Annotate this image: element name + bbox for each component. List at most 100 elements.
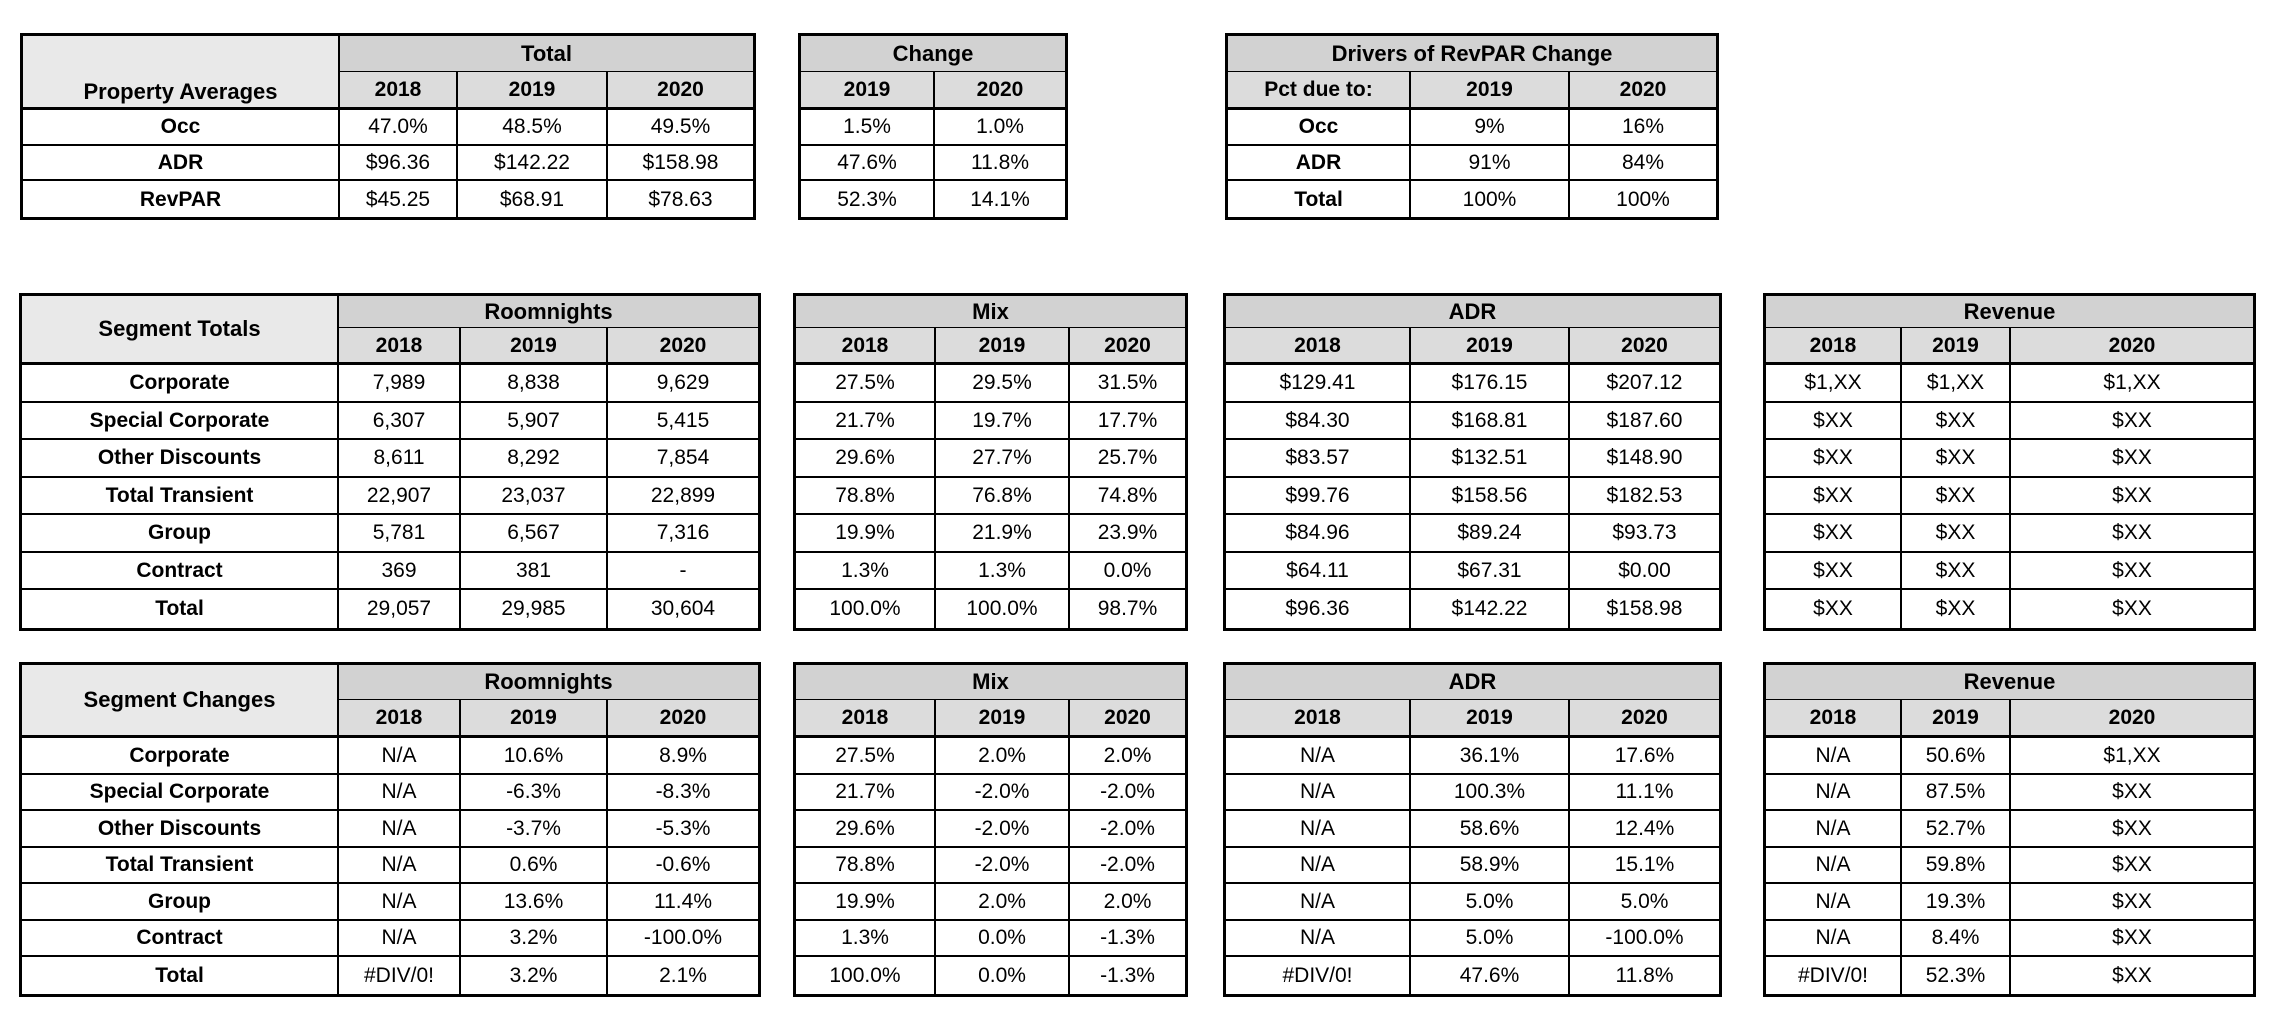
data-cell[interactable]: $158.98: [1570, 590, 1719, 628]
data-cell[interactable]: $45.25: [340, 181, 458, 218]
data-cell[interactable]: $0.00: [1570, 552, 1719, 590]
data-cell[interactable]: 7,316: [608, 515, 758, 553]
data-cell[interactable]: 22,907: [339, 477, 461, 515]
data-cell[interactable]: $1,XX: [2011, 365, 2253, 403]
data-cell[interactable]: 47.0%: [340, 110, 458, 146]
data-cell[interactable]: 21.7%: [796, 774, 936, 811]
data-cell[interactable]: 1.3%: [796, 552, 936, 590]
data-cell[interactable]: 91%: [1411, 145, 1570, 182]
data-cell[interactable]: 49.5%: [608, 110, 753, 146]
data-cell[interactable]: 8.4%: [1902, 920, 2011, 957]
data-cell[interactable]: 5,781: [339, 515, 461, 553]
data-cell[interactable]: N/A: [339, 738, 461, 775]
data-cell[interactable]: 23.9%: [1070, 515, 1185, 553]
data-cell[interactable]: 1.3%: [796, 920, 936, 957]
data-cell[interactable]: 98.7%: [1070, 590, 1185, 628]
data-cell[interactable]: 52.7%: [1902, 811, 2011, 848]
data-cell[interactable]: 100%: [1411, 181, 1570, 218]
data-cell[interactable]: 13.6%: [461, 884, 608, 921]
data-cell[interactable]: $XX: [2011, 440, 2253, 478]
data-cell[interactable]: -2.0%: [936, 774, 1070, 811]
data-cell[interactable]: 7,854: [608, 440, 758, 478]
data-cell[interactable]: 29.5%: [936, 365, 1070, 403]
data-cell[interactable]: N/A: [1226, 847, 1411, 884]
data-cell[interactable]: 11.1%: [1570, 774, 1719, 811]
data-cell[interactable]: 36.1%: [1411, 738, 1570, 775]
data-cell[interactable]: 5.0%: [1411, 920, 1570, 957]
data-cell[interactable]: 16%: [1570, 110, 1716, 146]
data-cell[interactable]: 23,037: [461, 477, 608, 515]
data-cell[interactable]: 17.7%: [1070, 402, 1185, 440]
data-cell[interactable]: $182.53: [1570, 477, 1719, 515]
data-cell[interactable]: $142.22: [458, 145, 608, 182]
data-cell[interactable]: 1.5%: [801, 110, 935, 146]
data-cell[interactable]: 21.9%: [936, 515, 1070, 553]
data-cell[interactable]: 76.8%: [936, 477, 1070, 515]
data-cell[interactable]: $158.98: [608, 145, 753, 182]
data-cell[interactable]: N/A: [339, 811, 461, 848]
data-cell[interactable]: N/A: [339, 920, 461, 957]
data-cell[interactable]: $XX: [2011, 811, 2253, 848]
data-cell[interactable]: 381: [461, 552, 608, 590]
data-cell[interactable]: -5.3%: [608, 811, 758, 848]
data-cell[interactable]: 22,899: [608, 477, 758, 515]
data-cell[interactable]: 11.4%: [608, 884, 758, 921]
data-cell[interactable]: 84%: [1570, 145, 1716, 182]
data-cell[interactable]: $129.41: [1226, 365, 1411, 403]
data-cell[interactable]: -100.0%: [608, 920, 758, 957]
data-cell[interactable]: #DIV/0!: [339, 957, 461, 994]
data-cell[interactable]: -6.3%: [461, 774, 608, 811]
data-cell[interactable]: $XX: [2011, 477, 2253, 515]
data-cell[interactable]: 25.7%: [1070, 440, 1185, 478]
data-cell[interactable]: 29.6%: [796, 440, 936, 478]
data-cell[interactable]: $XX: [2011, 402, 2253, 440]
data-cell[interactable]: 100.0%: [796, 957, 936, 994]
data-cell[interactable]: $84.30: [1226, 402, 1411, 440]
data-cell[interactable]: -2.0%: [1070, 774, 1185, 811]
data-cell[interactable]: $XX: [1902, 552, 2011, 590]
data-cell[interactable]: 27.7%: [936, 440, 1070, 478]
data-cell[interactable]: N/A: [1766, 738, 1902, 775]
data-cell[interactable]: 7,989: [339, 365, 461, 403]
data-cell[interactable]: $XX: [2011, 957, 2253, 994]
data-cell[interactable]: 74.8%: [1070, 477, 1185, 515]
data-cell[interactable]: N/A: [1226, 884, 1411, 921]
data-cell[interactable]: $168.81: [1411, 402, 1570, 440]
data-cell[interactable]: 9,629: [608, 365, 758, 403]
data-cell[interactable]: $187.60: [1570, 402, 1719, 440]
data-cell[interactable]: 19.9%: [796, 515, 936, 553]
data-cell[interactable]: $XX: [1902, 402, 2011, 440]
data-cell[interactable]: $XX: [2011, 774, 2253, 811]
data-cell[interactable]: -1.3%: [1070, 957, 1185, 994]
data-cell[interactable]: 78.8%: [796, 477, 936, 515]
data-cell[interactable]: 52.3%: [801, 181, 935, 218]
data-cell[interactable]: -2.0%: [1070, 811, 1185, 848]
data-cell[interactable]: $XX: [1766, 515, 1902, 553]
data-cell[interactable]: N/A: [339, 884, 461, 921]
data-cell[interactable]: 17.6%: [1570, 738, 1719, 775]
data-cell[interactable]: $132.51: [1411, 440, 1570, 478]
data-cell[interactable]: $83.57: [1226, 440, 1411, 478]
data-cell[interactable]: 10.6%: [461, 738, 608, 775]
data-cell[interactable]: N/A: [339, 847, 461, 884]
data-cell[interactable]: $XX: [1766, 590, 1902, 628]
data-cell[interactable]: $84.96: [1226, 515, 1411, 553]
data-cell[interactable]: $XX: [2011, 847, 2253, 884]
data-cell[interactable]: $1,XX: [1902, 365, 2011, 403]
data-cell[interactable]: 0.0%: [936, 957, 1070, 994]
data-cell[interactable]: 369: [339, 552, 461, 590]
data-cell[interactable]: 47.6%: [1411, 957, 1570, 994]
data-cell[interactable]: 5,415: [608, 402, 758, 440]
data-cell[interactable]: #DIV/0!: [1766, 957, 1902, 994]
data-cell[interactable]: 29,057: [339, 590, 461, 628]
data-cell[interactable]: 0.0%: [936, 920, 1070, 957]
data-cell[interactable]: N/A: [1766, 920, 1902, 957]
data-cell[interactable]: $XX: [1766, 477, 1902, 515]
data-cell[interactable]: -2.0%: [1070, 847, 1185, 884]
data-cell[interactable]: N/A: [1766, 811, 1902, 848]
data-cell[interactable]: 31.5%: [1070, 365, 1185, 403]
data-cell[interactable]: 47.6%: [801, 145, 935, 182]
data-cell[interactable]: -: [608, 552, 758, 590]
data-cell[interactable]: 5.0%: [1411, 884, 1570, 921]
data-cell[interactable]: 29.6%: [796, 811, 936, 848]
